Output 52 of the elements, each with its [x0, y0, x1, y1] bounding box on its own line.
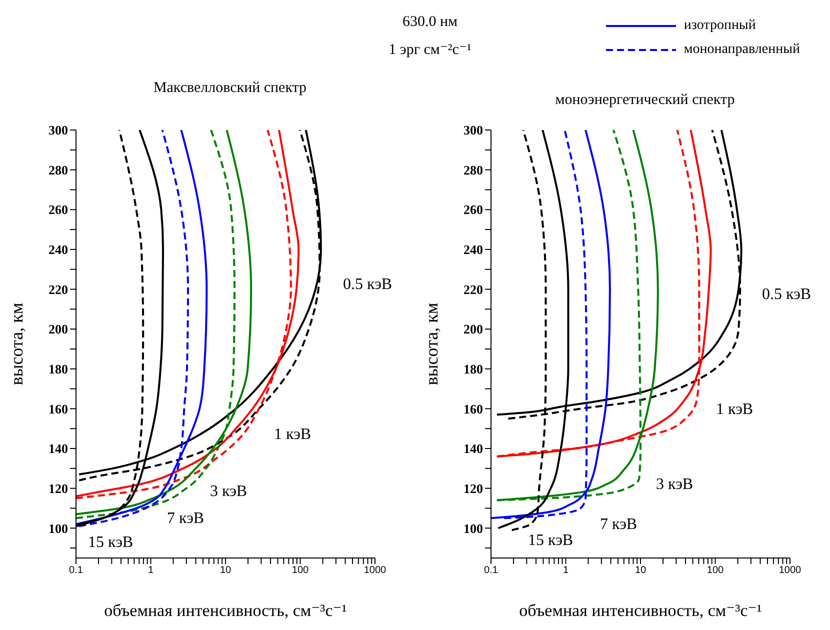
y-tick-label: 140 [464, 441, 483, 456]
x-axis-title: объемная интенсивность, см⁻³с⁻¹ [104, 601, 347, 620]
y-tick-label: 260 [464, 202, 483, 218]
annotation: 0.5 кэВ [762, 286, 812, 304]
y-tick-label: 120 [464, 480, 483, 496]
y-tick-label: 120 [48, 480, 68, 496]
x-tick-label: 10 [220, 565, 232, 576]
y-tick-label: 240 [464, 242, 483, 258]
x-tick-label: 1 [148, 565, 154, 576]
x-tick-label: 100 [706, 565, 724, 576]
x-tick-label: 100 [292, 565, 310, 576]
chart-title: моноэнергетический спектр [554, 92, 736, 109]
annotation: 7 кэВ [167, 510, 204, 528]
text: 1 эрг см⁻²с⁻¹ [388, 41, 472, 60]
annotation: 1 кэВ [274, 426, 312, 444]
y-tick-label: 180 [48, 362, 68, 376]
x-axis-title: объемная интенсивность, см⁻³с⁻¹ [519, 601, 762, 620]
y-tick-label: 200 [48, 322, 68, 337]
y-tick-label: 240 [48, 242, 68, 258]
y-tick-label: 260 [48, 202, 68, 218]
y-tick-label: 280 [464, 162, 483, 178]
annotation: 1 кэВ [716, 401, 754, 419]
x-tick-label: 1000 [778, 565, 802, 576]
annotation: 0.5 кэВ [343, 276, 392, 294]
annotation: 7 кэВ [600, 516, 638, 534]
y-tick-label: 300 [464, 122, 483, 138]
y-tick-label: 180 [464, 362, 483, 376]
text: 630.0 нм [401, 14, 459, 32]
annotation: 3 кэВ [656, 476, 694, 494]
y-axis-title: высота, км [6, 302, 26, 386]
annotation: 15 кэВ [528, 532, 574, 550]
y-tick-label: 100 [48, 520, 68, 536]
y-axis-title: высота, км [421, 302, 442, 386]
x-tick-label: 1 [562, 565, 569, 576]
y-tick-label: 220 [48, 282, 68, 297]
annotation: 3 кэВ [210, 483, 248, 501]
x-tick-label: 0.1 [484, 565, 498, 576]
x-tick-label: 10 [634, 565, 646, 576]
y-tick-label: 100 [464, 520, 483, 536]
legend-label: мононаправленный [684, 42, 800, 58]
chart-title: Максвелловский спектр [152, 80, 308, 97]
y-tick-label: 280 [48, 162, 68, 178]
y-tick-label: 220 [464, 282, 483, 297]
y-tick-label: 200 [464, 322, 483, 337]
legend-label: изотропный [684, 18, 756, 34]
y-tick-label: 160 [464, 401, 483, 416]
x-tick-label: 0.1 [69, 565, 84, 576]
y-tick-label: 160 [48, 401, 68, 416]
y-tick-label: 140 [48, 441, 68, 456]
x-tick-label: 1000 [364, 565, 387, 576]
annotation: 15 кэВ [88, 534, 134, 552]
y-tick-label: 300 [48, 122, 68, 138]
